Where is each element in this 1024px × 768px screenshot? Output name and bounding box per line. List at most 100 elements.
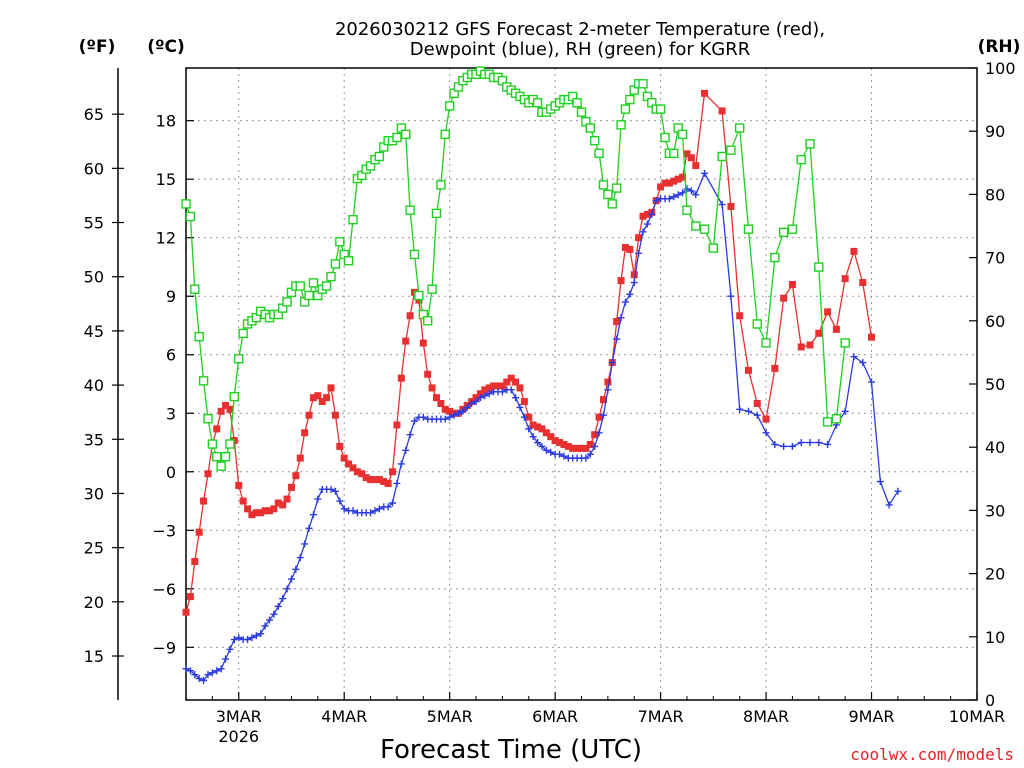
temperature-point <box>736 312 744 320</box>
celsius-tick-label: 0 <box>166 463 176 482</box>
temperature-point <box>213 425 221 433</box>
dewpoint-point <box>788 442 796 450</box>
temperature-point <box>441 405 449 413</box>
temperature-point <box>279 501 287 509</box>
temperature-point <box>217 407 225 415</box>
temperature-point <box>841 275 849 283</box>
rh-point <box>822 417 833 427</box>
rh-point <box>422 316 433 326</box>
rh-point <box>743 224 754 234</box>
temperature-point <box>446 407 454 415</box>
rh-tick-label: 100 <box>985 59 1016 78</box>
dewpoint-point <box>718 201 726 209</box>
temperature-point <box>257 509 265 517</box>
temperature-point <box>595 413 603 421</box>
rh-point <box>778 227 789 238</box>
rh-point <box>840 338 850 348</box>
temperature-point <box>788 281 796 289</box>
temperature-point <box>309 394 317 402</box>
rh-point <box>282 297 292 307</box>
temperature-point <box>635 234 643 242</box>
dewpoint-point <box>331 487 339 495</box>
x-axis-title: Forecast Time (UTC) <box>380 735 642 765</box>
rh-point <box>212 451 222 462</box>
x-tick-label: 8MAR <box>743 707 789 726</box>
dewpoint-point <box>604 386 612 394</box>
rh-point <box>304 290 314 301</box>
temperature-point <box>490 382 498 390</box>
temperature-point <box>516 384 524 392</box>
dewpoint-point <box>265 616 273 624</box>
rh-tick-label: 20 <box>985 565 1005 584</box>
series-line-temperature <box>185 92 873 613</box>
temperature-point <box>701 89 709 97</box>
temperature-point <box>670 177 678 185</box>
dewpoint-point <box>419 413 427 421</box>
temperature-point <box>222 401 230 409</box>
dewpoint-point <box>674 191 682 199</box>
temperature-point <box>639 212 647 220</box>
dewpoint-point <box>336 497 344 505</box>
dewpoint-point <box>182 665 190 673</box>
rh-point <box>444 101 455 111</box>
rh-point <box>436 180 446 190</box>
dewpoint-point <box>309 511 317 519</box>
dewpoint-point <box>507 386 515 394</box>
dewpoint-point <box>525 425 533 433</box>
temperature-point <box>393 421 401 429</box>
temperature-point <box>358 470 366 478</box>
temperature-point <box>362 474 370 482</box>
dewpoint-point <box>274 602 282 610</box>
dewpoint-point <box>485 390 493 398</box>
dewpoint-point <box>744 407 752 415</box>
temperature-point <box>586 440 594 448</box>
temperature-point <box>569 444 577 452</box>
dewpoint-point <box>771 440 779 448</box>
rh-point <box>207 439 218 449</box>
dewpoint-point <box>406 431 414 439</box>
dewpoint-point <box>208 669 216 677</box>
x-tick-label: 7MAR <box>638 707 684 726</box>
dewpoint-point <box>885 501 893 509</box>
dewpoint-point <box>815 439 823 447</box>
celsius-tick-label: 3 <box>166 404 176 423</box>
dewpoint-point <box>498 388 506 396</box>
temperature-point <box>367 476 375 484</box>
temperature-point <box>305 411 313 419</box>
rh-point <box>234 354 244 364</box>
rh-point <box>321 281 332 291</box>
dewpoint-point <box>441 415 449 423</box>
dewpoint-point <box>411 417 419 425</box>
x-tick-label: 6MAR <box>532 707 578 726</box>
dewpoint-point <box>626 290 634 298</box>
temperature-point <box>582 444 590 452</box>
fahrenheit-axis-label: (ºF) <box>79 37 116 57</box>
rh-point <box>194 331 204 342</box>
rh-point <box>735 123 745 133</box>
temperature-point <box>186 593 194 601</box>
rh-point <box>203 414 213 424</box>
fahrenheit-tick-label: 50 <box>84 268 104 287</box>
temperature-point <box>507 374 515 382</box>
rh-point <box>598 180 609 190</box>
dewpoint-point <box>534 439 542 447</box>
rh-tick-label: 40 <box>985 438 1005 457</box>
temperature-point <box>476 390 484 398</box>
temperature-point <box>547 433 555 441</box>
dewpoint-point <box>279 595 287 603</box>
temperature-point <box>226 405 234 413</box>
dewpoint-point <box>213 667 221 675</box>
dewpoint-point <box>375 505 383 513</box>
rh-point <box>414 290 424 301</box>
dewpoint-point <box>670 193 678 201</box>
dewpoint-point <box>868 378 876 386</box>
temperature-point <box>525 413 533 421</box>
dewpoint-point <box>736 405 744 413</box>
dewpoint-point <box>292 565 300 573</box>
rh-point <box>638 79 648 89</box>
temperature-point <box>599 396 607 404</box>
temperature-point <box>520 398 528 406</box>
temperature-point <box>573 444 581 452</box>
rh-point <box>220 451 231 462</box>
